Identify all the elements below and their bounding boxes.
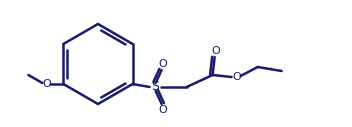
Text: S: S bbox=[151, 81, 159, 93]
Text: O: O bbox=[158, 105, 167, 115]
Text: O: O bbox=[158, 59, 167, 69]
Text: O: O bbox=[211, 46, 220, 56]
Text: O: O bbox=[42, 79, 51, 89]
Text: O: O bbox=[232, 72, 241, 82]
